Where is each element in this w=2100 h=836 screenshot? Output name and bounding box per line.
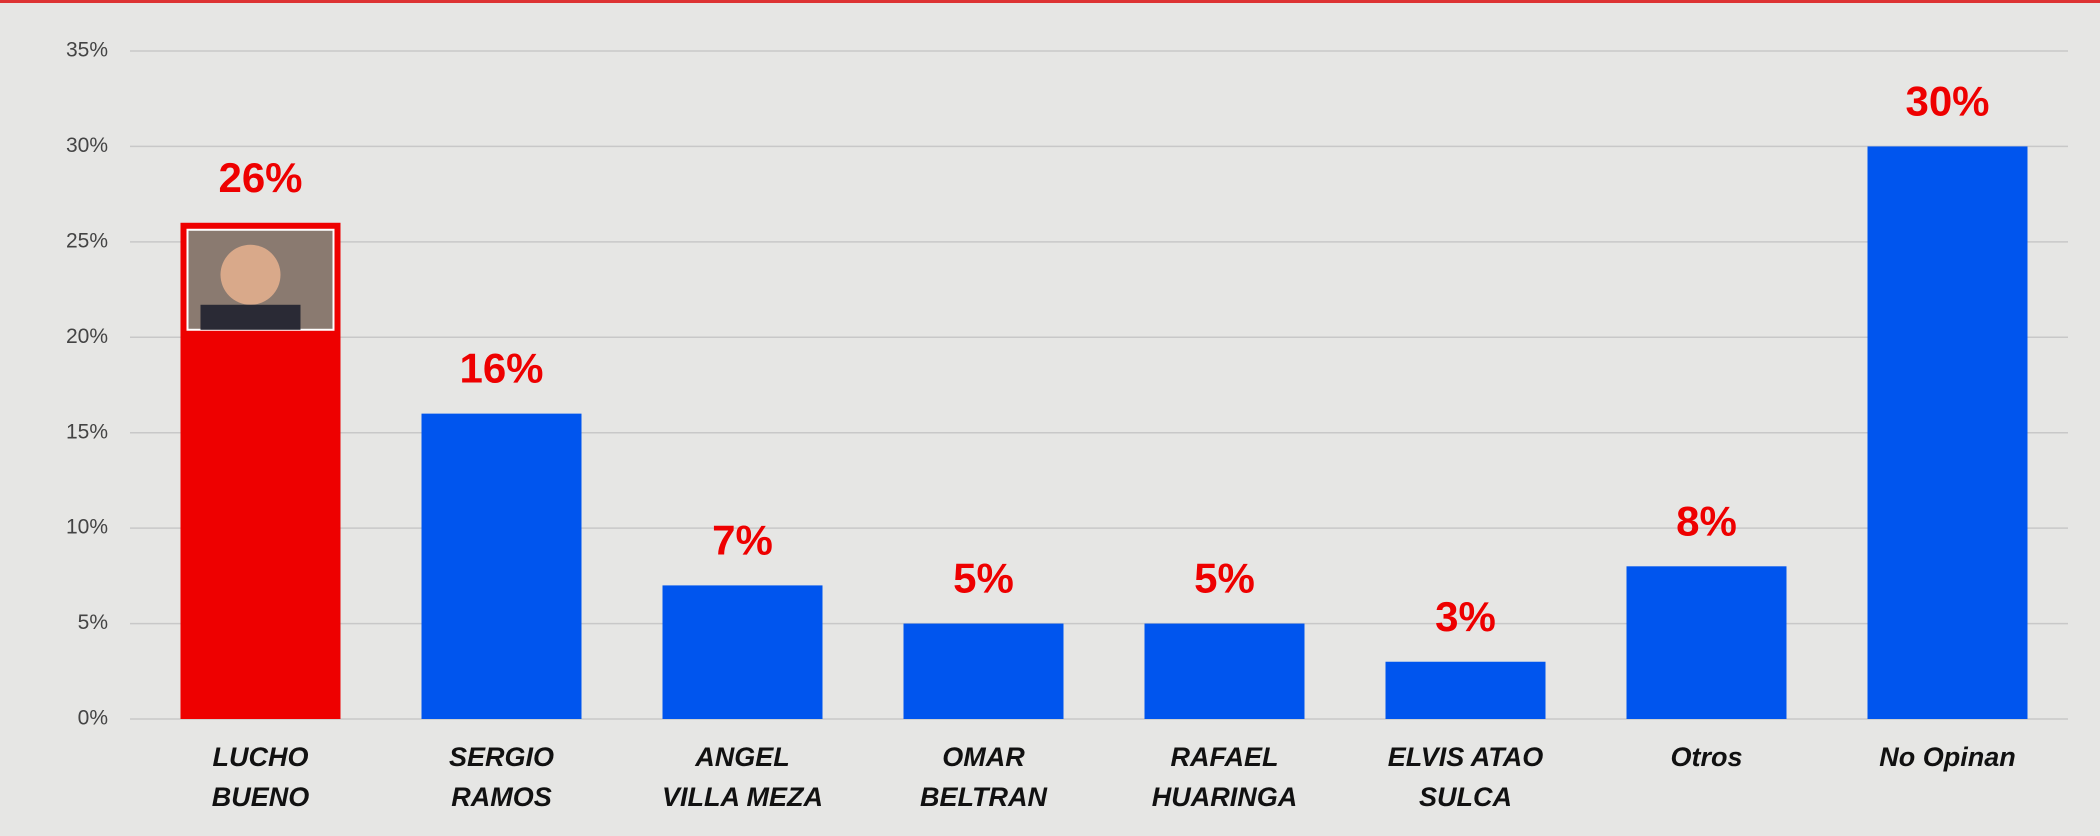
bar [1385,661,1546,719]
x-tick-label: LUCHO BUENO [212,742,310,812]
value-label: 5% [953,555,1014,602]
value-label: 8% [1676,497,1737,544]
photo-suit [200,304,301,330]
top-border [0,0,2100,3]
x-tick-label: SERGIO RAMOS [449,742,554,812]
x-tick-label: OMAR BELTRAN [920,742,1047,812]
bar [903,623,1064,719]
y-tick-label: 25% [66,229,108,252]
y-tick-label: 5% [78,611,108,634]
value-label: 5% [1194,555,1255,602]
x-tick-label: RAFAEL HUARINGA [1152,742,1298,812]
bar [1867,146,2028,719]
value-label: 3% [1435,593,1496,640]
value-label: 7% [712,516,773,563]
x-tick-label: Otros [1670,742,1742,772]
x-tick-label: ANGEL VILLA MEZA [662,742,823,812]
x-tick-label: No Opinan [1879,742,2016,772]
x-tick-label: ELVIS ATAO SULCA [1388,742,1544,812]
y-tick-label: 20% [66,325,108,348]
y-tick-label: 15% [66,420,108,443]
y-tick-label: 10% [66,516,108,539]
y-tick-label: 0% [78,707,108,730]
photo-face [220,244,281,305]
bar [1626,566,1787,719]
bar [1144,623,1305,719]
y-tick-label: 30% [66,134,108,157]
bar [421,413,582,719]
y-tick-label: 35% [66,39,108,62]
value-label: 30% [1905,78,1989,125]
value-label: 26% [218,154,302,201]
bar [662,585,823,719]
value-label: 16% [459,345,543,392]
